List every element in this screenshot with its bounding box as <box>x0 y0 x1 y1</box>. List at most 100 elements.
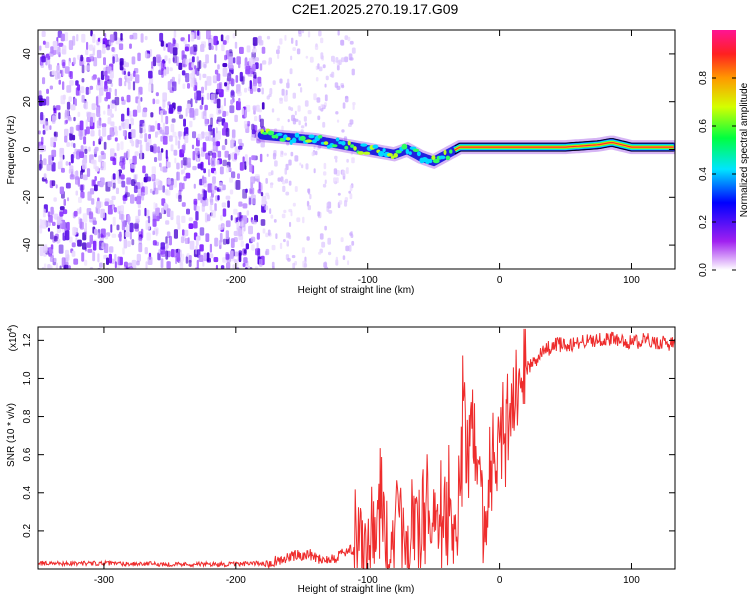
noise-cell <box>127 81 131 90</box>
noise-cell <box>161 68 164 78</box>
noise-cell <box>179 262 184 269</box>
noise-cell <box>38 95 43 101</box>
noise-cell <box>112 173 116 180</box>
noise-cell <box>244 87 248 93</box>
noise-cell <box>288 106 291 111</box>
noise-cell <box>287 257 291 262</box>
noise-cell <box>112 216 116 226</box>
noise-cell <box>79 120 84 131</box>
noise-cell <box>197 133 203 141</box>
colorbar: 0.0 0.2 0.4 0.6 0.8 Normalized spectral ampl… <box>698 30 750 277</box>
noise-cell <box>69 236 73 243</box>
noise-cell <box>338 200 343 205</box>
noise-cell <box>327 237 331 245</box>
noise-cell <box>41 219 47 229</box>
noise-cell <box>47 211 51 217</box>
noise-cell <box>294 186 298 192</box>
noise-cell <box>73 98 77 107</box>
noise-cell <box>195 210 199 221</box>
noise-cell <box>91 103 96 110</box>
colorbar-label: Normalized spectral amplitude <box>739 82 750 217</box>
noise-cell <box>89 53 94 60</box>
x-tick-label: 0 <box>497 575 503 586</box>
noise-cell <box>136 105 141 113</box>
noise-cell <box>272 152 277 160</box>
spectrogram-ridge <box>255 128 675 169</box>
noise-cell <box>79 130 83 140</box>
noise-cell <box>120 174 125 180</box>
noise-cell <box>290 55 293 61</box>
x-tick-label: -300 <box>94 575 114 586</box>
noise-cell <box>140 33 144 43</box>
noise-cell <box>334 155 338 160</box>
noise-cell <box>271 108 275 113</box>
noise-cell <box>162 92 167 102</box>
noise-cell <box>78 196 82 203</box>
noise-cell <box>94 184 98 192</box>
noise-cell <box>89 234 93 245</box>
noise-cell <box>181 215 186 223</box>
noise-cell <box>71 242 76 248</box>
ridge-blob <box>271 134 277 139</box>
noise-cell <box>254 115 258 122</box>
noise-cell <box>165 115 169 125</box>
noise-cell <box>225 165 230 173</box>
noise-cell <box>142 108 147 118</box>
ridge-blob <box>393 153 399 158</box>
noise-cell <box>53 257 57 263</box>
ridge-blob <box>445 155 451 161</box>
noise-cell <box>116 170 119 181</box>
noise-cell <box>46 88 49 94</box>
noise-cell <box>92 33 96 43</box>
noise-cell <box>167 81 172 91</box>
noise-cell <box>160 166 164 172</box>
noise-cell <box>59 211 64 217</box>
noise-cell <box>176 252 181 262</box>
noise-cell <box>224 138 228 146</box>
noise-cell <box>298 120 301 126</box>
noise-cell <box>218 182 223 190</box>
noise-cell <box>347 260 350 266</box>
noise-cell <box>296 217 301 223</box>
noise-cell <box>62 209 68 215</box>
noise-cell <box>53 236 58 242</box>
noise-cell <box>138 242 143 253</box>
ridge-band-red <box>454 142 674 151</box>
noise-cell <box>254 57 259 62</box>
noise-cell <box>218 109 222 114</box>
snr-multiplier: (x104) <box>7 325 19 352</box>
noise-cell <box>348 190 351 194</box>
noise-cell <box>93 57 98 67</box>
noise-cell <box>124 231 130 238</box>
noise-cell <box>216 73 221 82</box>
noise-cell <box>134 74 140 84</box>
noise-cell <box>198 60 202 69</box>
noise-cell <box>67 117 72 122</box>
noise-cell <box>107 205 113 215</box>
snr-line <box>38 328 675 569</box>
noise-cell <box>232 57 236 64</box>
noise-cell <box>287 119 290 123</box>
ridge-blob <box>357 151 364 155</box>
noise-cell <box>176 171 180 181</box>
noise-cell <box>69 80 74 86</box>
noise-cell <box>324 83 327 88</box>
noise-cell <box>270 214 274 219</box>
noise-cell <box>209 196 213 203</box>
noise-cell <box>82 213 88 223</box>
noise-cell <box>281 88 285 96</box>
chart-title: C2E1.2025.270.19.17.G09 <box>291 1 459 17</box>
noise-cell <box>147 256 153 265</box>
noise-cell <box>188 259 192 267</box>
noise-cell <box>238 138 243 145</box>
noise-cell <box>89 267 94 269</box>
noise-cell <box>64 32 69 42</box>
noise-cell <box>99 262 103 268</box>
noise-cell <box>233 208 238 215</box>
noise-cell <box>283 209 287 214</box>
noise-cell <box>221 145 226 151</box>
noise-cell <box>260 192 264 197</box>
noise-cell <box>181 160 184 165</box>
noise-cell <box>124 261 128 267</box>
noise-cell <box>105 91 111 100</box>
